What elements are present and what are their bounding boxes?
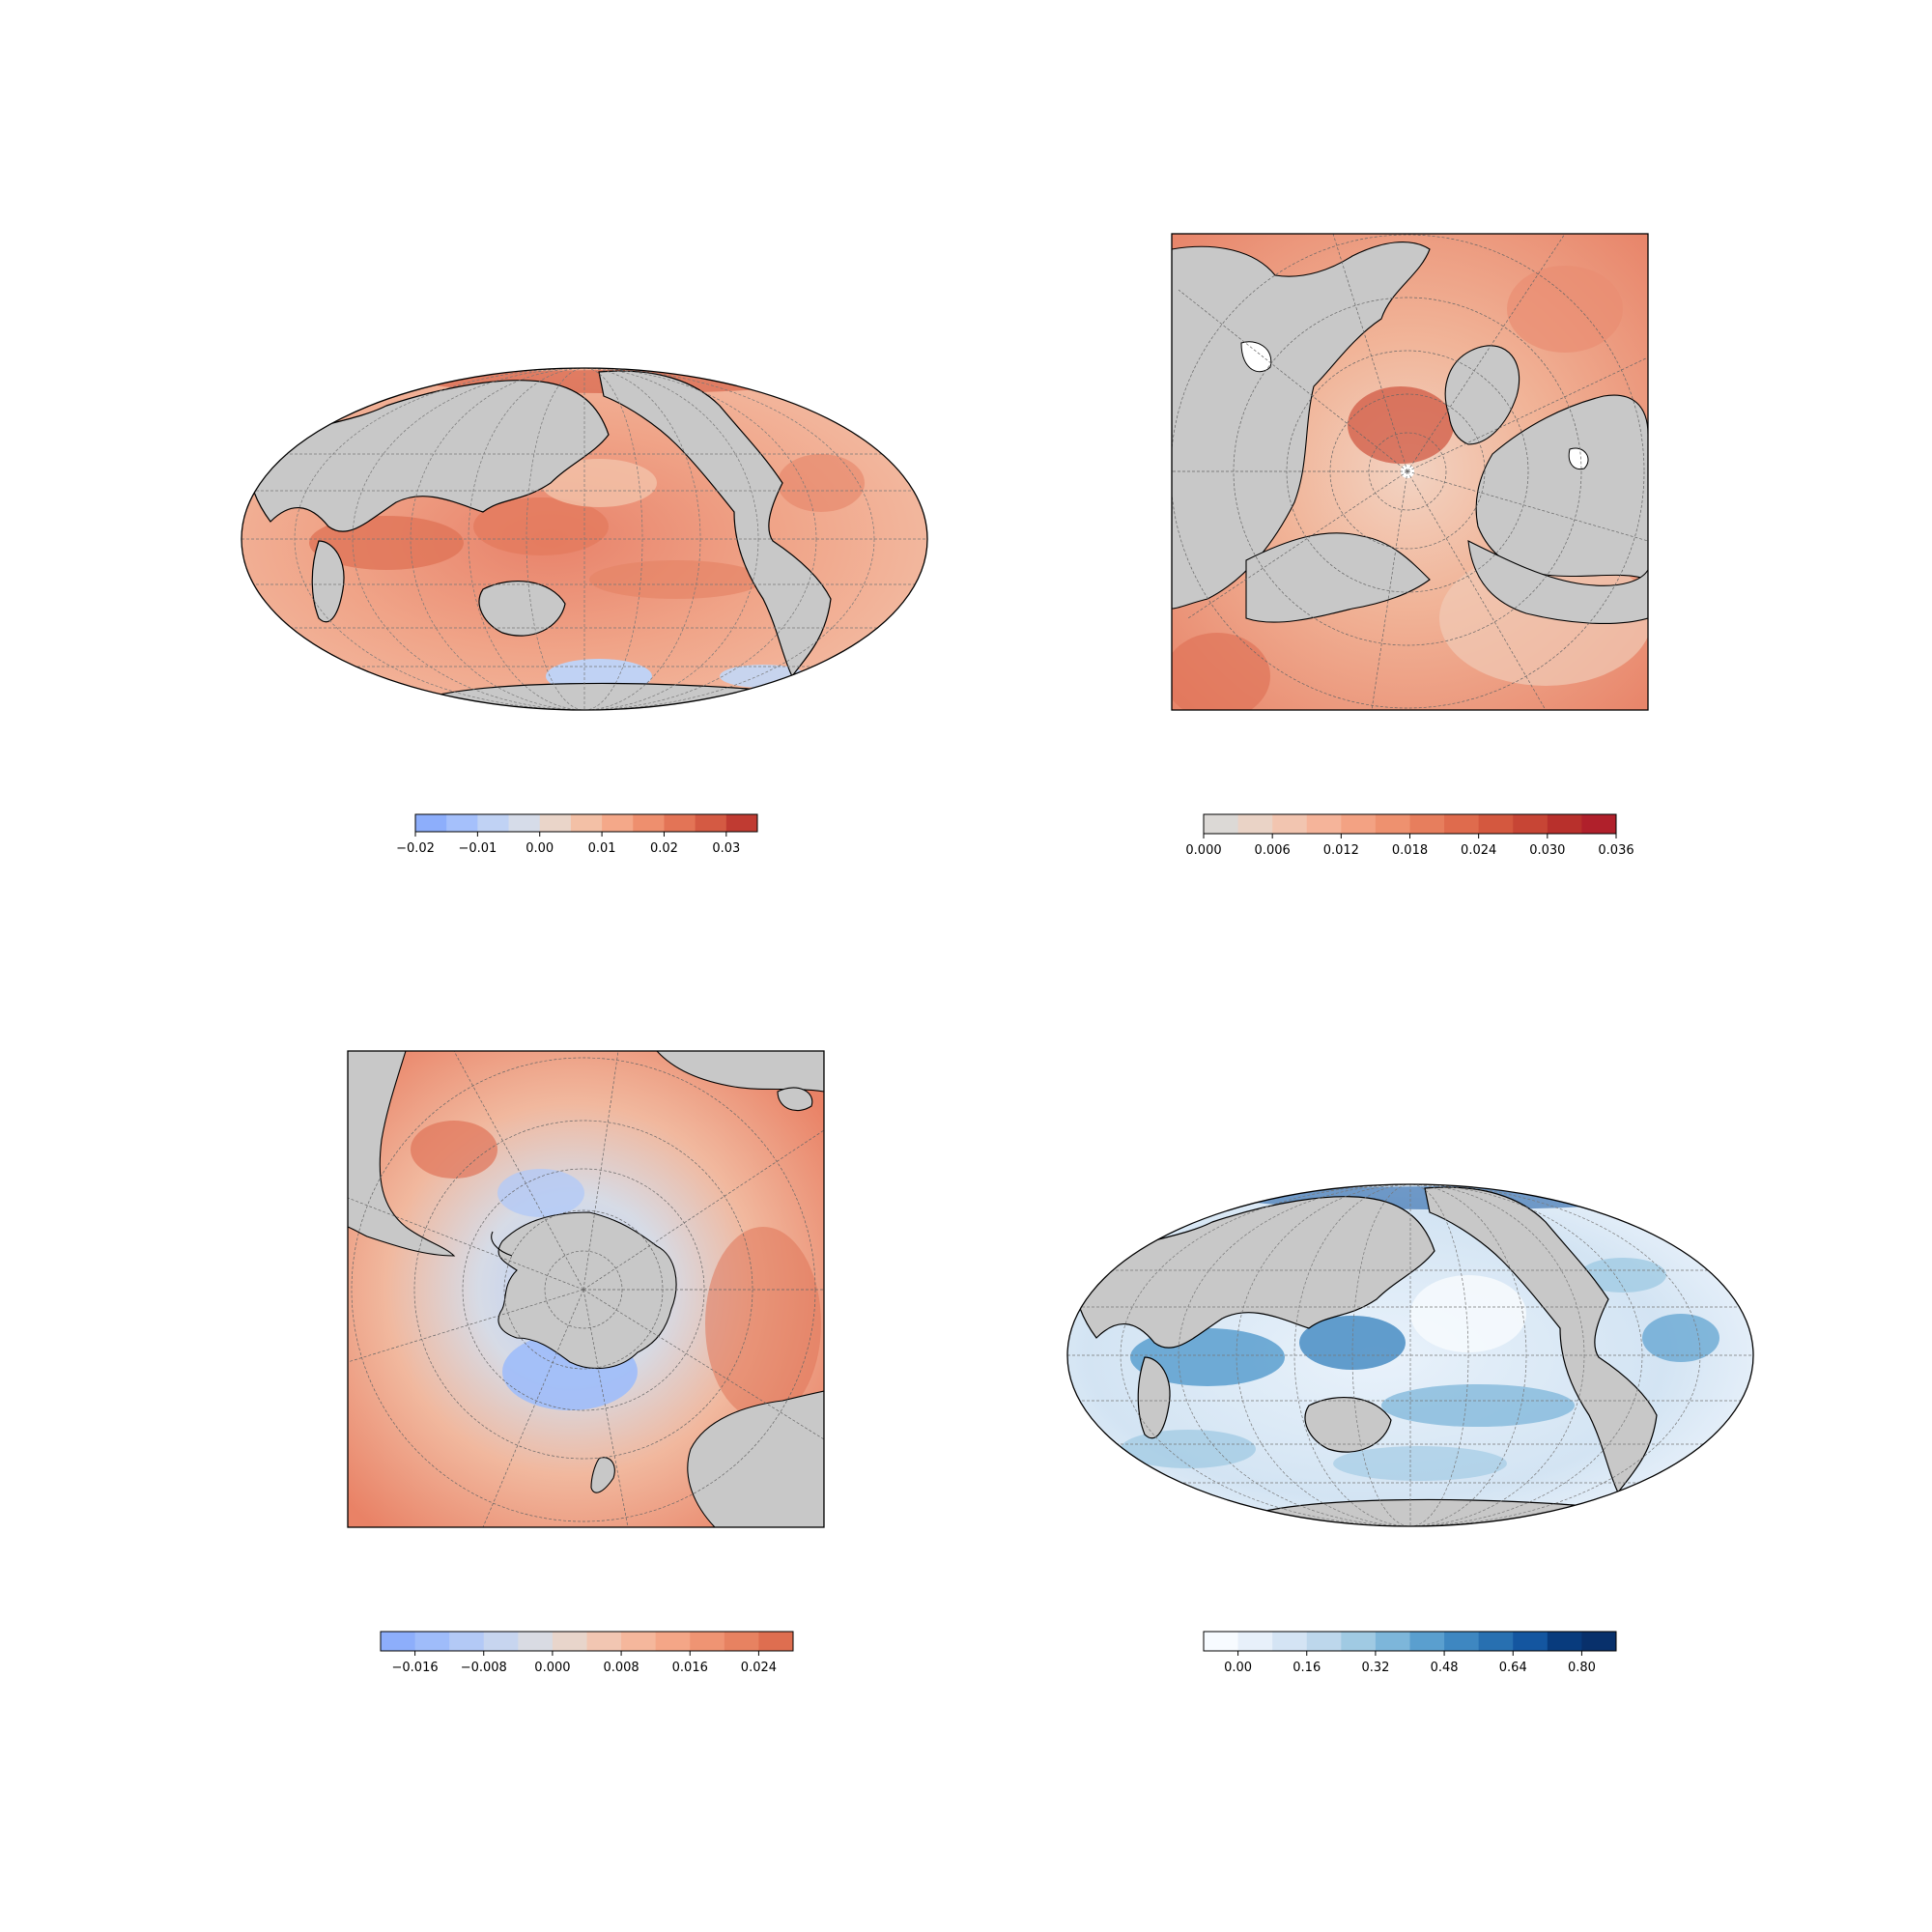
colorbar-tick-label: 0.000 [534,1661,570,1675]
colorbar-global-spread: 0.00 0.16 0.32 0.48 0.64 0.80 [1203,1631,1617,1675]
colorbar-swatch [1444,1632,1480,1651]
colorbar-swatch [446,814,478,832]
colorbar-tick-label: 0.008 [603,1661,639,1675]
colorbar-swatch [1547,1632,1582,1651]
colorbar-swatch [725,814,758,832]
colorbar-swatch [477,814,509,832]
north-polar-map [1171,233,1649,711]
colorbar-tick-label: 0.00 [1224,1661,1252,1675]
colorbar-tick-label: −0.02 [396,841,435,856]
colorbar-tick-label: 0.03 [712,841,740,856]
colorbar-tick-label: 0.02 [650,841,678,856]
colorbar-swatch [1306,1632,1342,1651]
colorbar-swatch [1375,1632,1410,1651]
colorbar-swatch [449,1632,485,1651]
colorbar-tick-label: 0.012 [1323,843,1359,858]
colorbar-tick-label: 0.32 [1361,1661,1389,1675]
colorbar-tick-label: −0.01 [458,841,497,856]
colorbar-tick-label: 0.018 [1392,843,1428,858]
colorbar-swatch [508,814,541,832]
colorbar-north-polar: 0.000 0.006 0.012 0.018 0.024 0.030 0.036 [1185,813,1634,858]
colorbar-swatch [1341,814,1377,834]
colorbar-tick-label: 0.016 [672,1661,708,1675]
colorbar-swatch [415,814,447,832]
colorbar-swatch [1409,1632,1445,1651]
colorbar-swatch [1581,814,1617,834]
colorbar-tick-label: 0.006 [1255,843,1291,858]
colorbar-swatch [1341,1632,1377,1651]
colorbar-tick-label: 0.030 [1529,843,1565,858]
colorbar-swatch [1547,814,1582,834]
colorbar-swatch [1581,1632,1617,1651]
colorbar-global-anomaly: −0.02 −0.01 0.00 0.01 0.02 0.03 [396,813,758,856]
colorbar-frame [380,1631,794,1652]
colorbar-tick-label: 0.024 [741,1661,777,1675]
colorbar-tick-label: 0.64 [1499,1661,1527,1675]
global-spread-map [1066,1183,1754,1527]
colorbar-tick-label: 0.01 [588,841,616,856]
colorbar-tick-label: 0.036 [1598,843,1634,858]
colorbar-swatch [1478,814,1514,834]
colorbar-swatch [1237,814,1273,834]
colorbar-swatch [664,814,696,832]
colorbar-swatch [1513,814,1548,834]
colorbar-swatch [552,1632,587,1651]
colorbar-tick-label: 0.80 [1568,1661,1596,1675]
colorbar-swatch [1513,1632,1548,1651]
colorbar-swatch [570,814,603,832]
colorbar-swatch [1444,814,1480,834]
colorbar-swatch [381,1632,415,1651]
colorbar-swatch [518,1632,554,1651]
colorbar-tick-label: 0.48 [1431,1661,1459,1675]
colorbar-swatch [695,814,727,832]
colorbar-tick-label: −0.008 [461,1661,507,1675]
colorbar-swatch [633,814,665,832]
colorbar-swatch [655,1632,691,1651]
colorbar-swatch [690,1632,725,1651]
colorbar-swatch [1306,814,1342,834]
colorbar-swatch [602,814,634,832]
colorbar-swatch [621,1632,657,1651]
colorbar-swatch [724,1632,759,1651]
colorbar-swatch [586,1632,622,1651]
colorbar-swatch [1272,814,1308,834]
colorbar-tick-label: 0.16 [1293,1661,1321,1675]
colorbar-swatch [1204,814,1238,834]
colorbar-swatch [483,1632,519,1651]
colorbar-swatch [1478,1632,1514,1651]
colorbar-frame [414,813,758,833]
colorbar-swatch [539,814,572,832]
colorbar-swatch [1375,814,1410,834]
colorbar-swatch [1272,1632,1308,1651]
colorbar-tick-label: 0.000 [1185,843,1221,858]
colorbar-tick-label: 0.024 [1461,843,1496,858]
colorbar-frame [1203,1631,1617,1652]
global-anomaly-map [241,367,928,711]
colorbar-swatch [758,1632,794,1651]
colorbar-swatch [414,1632,450,1651]
colorbar-swatch [1237,1632,1273,1651]
colorbar-tick-label: −0.016 [392,1661,439,1675]
colorbar-tick-label: 0.00 [526,841,554,856]
colorbar-swatch [1409,814,1445,834]
south-polar-map [347,1050,825,1528]
colorbar-swatch [1204,1632,1238,1651]
colorbar-south-polar: −0.016 −0.008 0.000 0.008 0.016 0.024 [380,1631,794,1675]
